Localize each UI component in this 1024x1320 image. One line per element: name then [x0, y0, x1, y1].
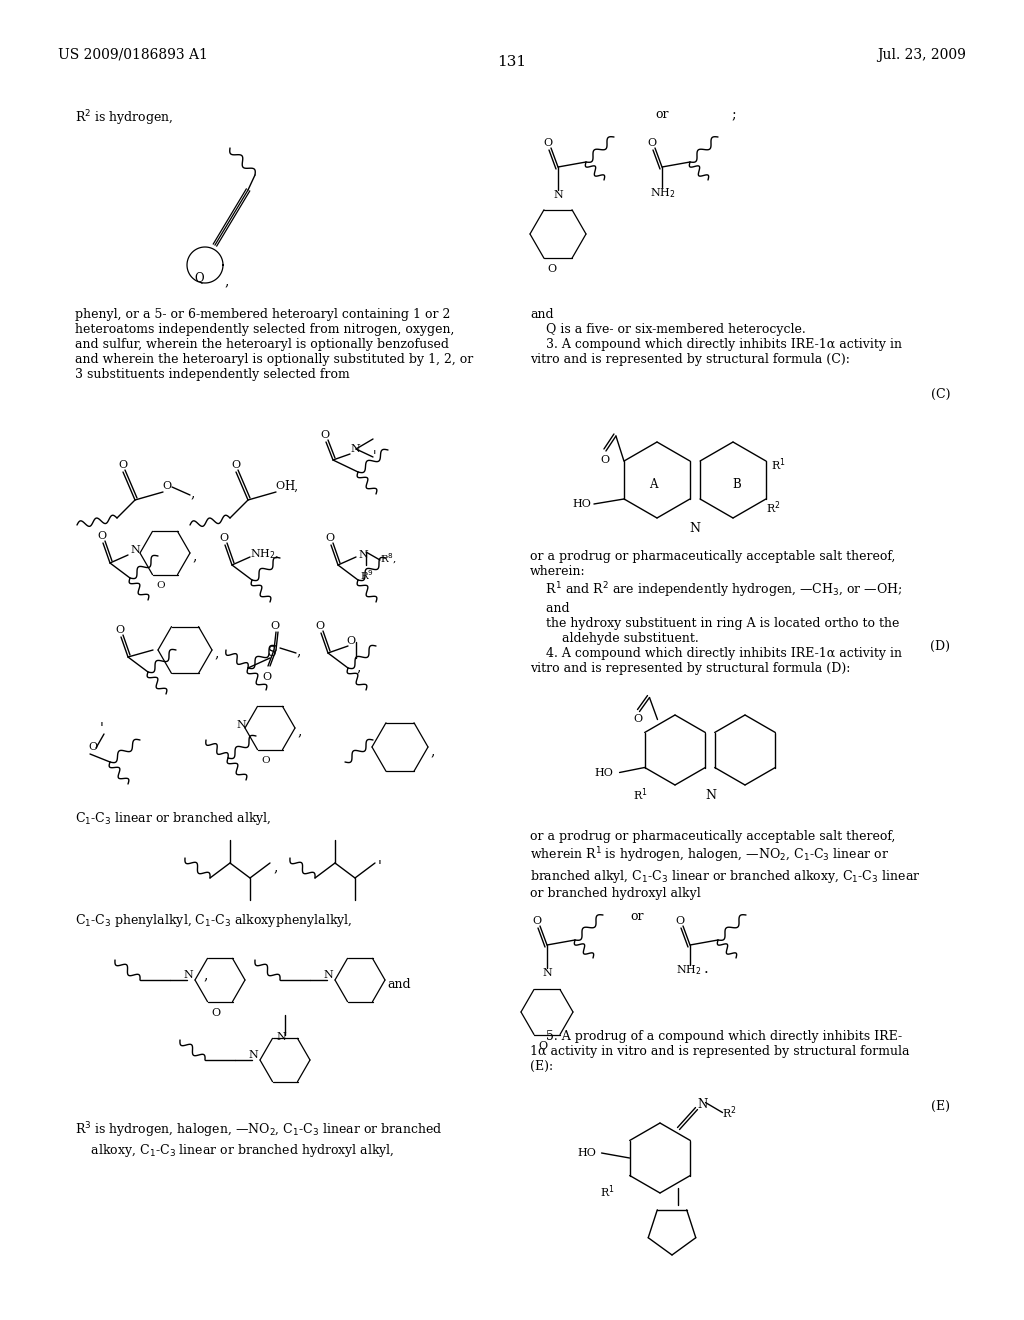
- Text: O: O: [675, 916, 684, 927]
- Text: O: O: [118, 459, 127, 470]
- Text: O: O: [88, 742, 97, 752]
- Text: NH$_2$: NH$_2$: [650, 186, 676, 199]
- Text: O: O: [157, 581, 165, 590]
- Text: R$^3$ is hydrogen, halogen, —NO$_2$, C$_1$-C$_3$ linear or branched
    alkoxy, : R$^3$ is hydrogen, halogen, —NO$_2$, C$_…: [75, 1119, 442, 1159]
- Text: ;: ;: [731, 108, 735, 121]
- Text: O: O: [115, 624, 124, 635]
- Text: R$^1$: R$^1$: [633, 787, 647, 804]
- Text: O: O: [97, 531, 106, 541]
- Text: O: O: [262, 672, 271, 682]
- Text: R$^2$: R$^2$: [766, 499, 780, 516]
- Text: NH$_2$: NH$_2$: [676, 964, 701, 977]
- Text: O: O: [647, 139, 656, 148]
- Text: N: N: [248, 1049, 258, 1060]
- Text: 131: 131: [498, 55, 526, 69]
- Text: O: O: [211, 1008, 220, 1018]
- Text: R$^2$: R$^2$: [723, 1105, 737, 1121]
- Text: C$_1$-C$_3$ linear or branched alkyl,: C$_1$-C$_3$ linear or branched alkyl,: [75, 810, 271, 828]
- Text: N: N: [553, 190, 563, 201]
- Text: ,: ,: [204, 968, 208, 982]
- Text: R$^1$: R$^1$: [599, 1184, 614, 1200]
- Text: R$^2$ is hydrogen,: R$^2$ is hydrogen,: [75, 108, 173, 128]
- Text: ,: ,: [273, 861, 278, 874]
- Text: phenyl, or a 5- or 6-membered heteroaryl containing 1 or 2
heteroatoms independe: phenyl, or a 5- or 6-membered heteroaryl…: [75, 308, 473, 381]
- Text: N: N: [358, 550, 368, 560]
- Text: ,: ,: [193, 549, 197, 564]
- Text: O: O: [600, 455, 609, 465]
- Text: ': ': [100, 722, 103, 737]
- Text: O: O: [275, 480, 284, 491]
- Text: O: O: [319, 430, 329, 440]
- Text: O: O: [231, 459, 240, 470]
- Text: ,: ,: [430, 744, 434, 758]
- Text: or: or: [655, 108, 669, 121]
- Text: or a prodrug or pharmaceutically acceptable salt thereof,
wherein:
    R$^1$ and: or a prodrug or pharmaceutically accepta…: [530, 550, 902, 676]
- Text: or: or: [630, 909, 643, 923]
- Text: N: N: [183, 970, 193, 979]
- Text: ,: ,: [214, 645, 218, 660]
- Text: HO: HO: [572, 499, 591, 510]
- Text: C$_1$-C$_3$ phenylalkyl, C$_1$-C$_3$ alkoxyphenylalkyl,: C$_1$-C$_3$ phenylalkyl, C$_1$-C$_3$ alk…: [75, 912, 352, 929]
- Text: N: N: [130, 545, 139, 554]
- Text: O: O: [532, 916, 541, 927]
- Text: R$^8$,: R$^8$,: [380, 552, 397, 566]
- Text: O: O: [162, 480, 171, 491]
- Text: N: N: [350, 444, 359, 454]
- Text: H,: H,: [284, 480, 298, 492]
- Text: ,: ,: [296, 644, 300, 657]
- Text: (E): (E): [931, 1100, 950, 1113]
- Text: O: O: [325, 533, 334, 543]
- Text: ,: ,: [297, 723, 301, 738]
- Text: O: O: [270, 620, 280, 631]
- Text: NH$_2$,: NH$_2$,: [250, 546, 280, 561]
- Text: .: .: [705, 962, 709, 975]
- Text: O: O: [315, 620, 325, 631]
- Text: R$^9$: R$^9$: [360, 568, 374, 582]
- Text: ,: ,: [356, 660, 360, 675]
- Text: O: O: [548, 264, 557, 275]
- Text: N: N: [276, 1032, 286, 1041]
- Text: (D): (D): [930, 640, 950, 653]
- Text: (C): (C): [931, 388, 950, 401]
- Text: N: N: [236, 719, 246, 730]
- Text: B: B: [732, 479, 741, 491]
- Text: N: N: [697, 1097, 708, 1110]
- Text: and: and: [387, 978, 411, 991]
- Text: N: N: [542, 968, 552, 978]
- Text: ,: ,: [224, 275, 228, 288]
- Text: O: O: [219, 533, 228, 543]
- Text: O: O: [346, 636, 355, 645]
- Text: HO: HO: [578, 1148, 596, 1158]
- Text: N: N: [323, 970, 333, 979]
- Text: 5. A prodrug of a compound which directly inhibits IRE-
1α activity in vitro and: 5. A prodrug of a compound which directl…: [530, 1030, 909, 1073]
- Text: R$^1$: R$^1$: [771, 455, 785, 473]
- Text: A: A: [649, 479, 657, 491]
- Text: O: O: [262, 756, 270, 766]
- Text: US 2009/0186893 A1: US 2009/0186893 A1: [58, 48, 208, 62]
- Text: O: O: [539, 1041, 548, 1051]
- Text: O: O: [543, 139, 552, 148]
- Text: N: N: [705, 789, 716, 803]
- Text: N: N: [689, 521, 700, 535]
- Text: Q: Q: [195, 272, 204, 285]
- Text: ': ': [373, 450, 377, 463]
- Text: O: O: [634, 714, 643, 723]
- Text: or a prodrug or pharmaceutically acceptable salt thereof,
wherein R$^1$ is hydro: or a prodrug or pharmaceutically accepta…: [530, 830, 921, 900]
- Text: ': ': [378, 861, 382, 874]
- Text: and
    Q is a five- or six-membered heterocycle.
    3. A compound which direct: and Q is a five- or six-membered heteroc…: [530, 308, 902, 366]
- Text: ,: ,: [190, 486, 195, 500]
- Text: S: S: [268, 645, 276, 659]
- Text: HO: HO: [595, 767, 613, 777]
- Text: Jul. 23, 2009: Jul. 23, 2009: [878, 48, 966, 62]
